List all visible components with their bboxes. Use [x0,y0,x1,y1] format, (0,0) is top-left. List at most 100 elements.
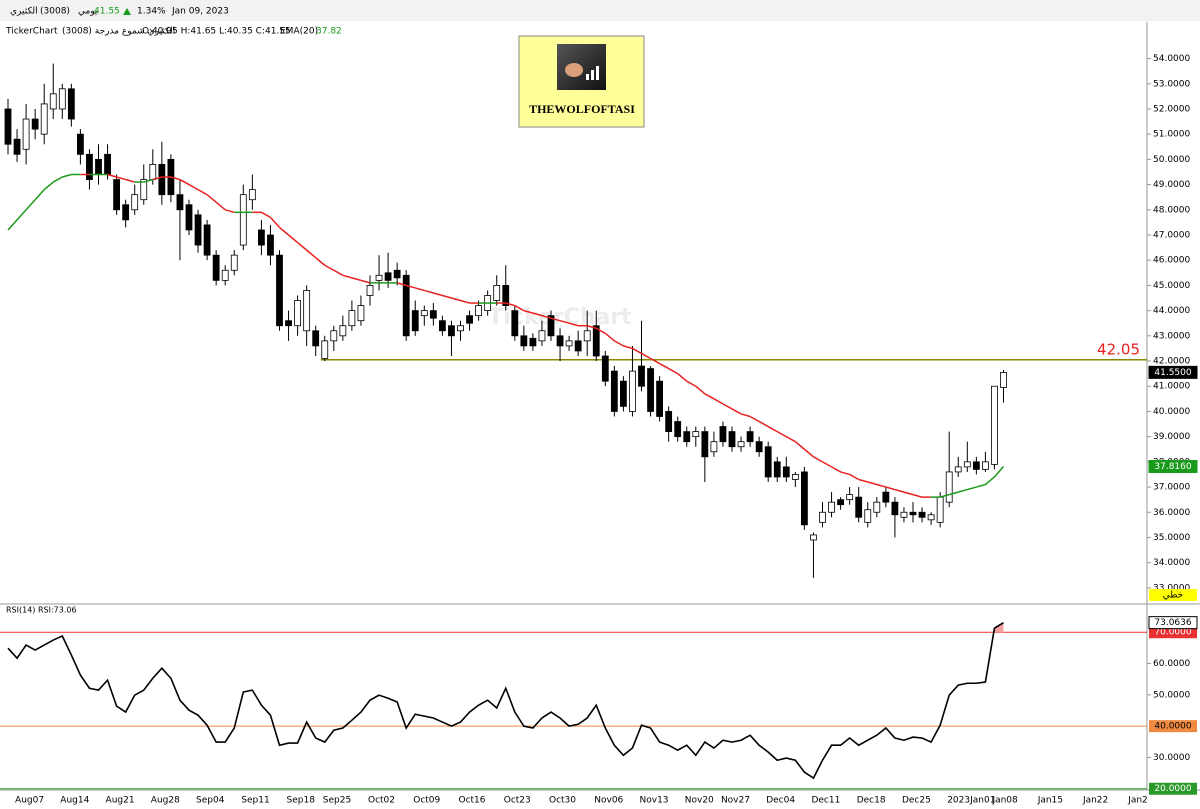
candle-body [176,194,184,211]
ema-line [541,314,552,319]
ema-line [224,209,235,214]
x-tick-label: Nov06 [594,796,623,806]
candle-body [918,511,926,518]
ema-line [215,201,226,211]
source: TickerChart [5,27,58,37]
ema-line [650,357,660,365]
ema-line [586,325,597,329]
axes: 33.000034.000035.000036.000037.000038.00… [15,54,1198,806]
candle-body [122,204,130,221]
period: يومي [78,7,98,17]
ema-line [532,312,543,317]
logo-bars [586,66,599,80]
ema-line [704,393,715,400]
ema-line [405,284,416,289]
candle-body [737,441,745,448]
candle-body [420,310,428,317]
candle-body [782,466,790,478]
ema-line [758,420,769,428]
candle-body [828,501,835,513]
date: Jan 09, 2023 [171,7,229,17]
candle-body [104,153,111,175]
candle-body [945,471,953,503]
candle-body [728,431,736,448]
rsi-title: RSI(14) RSI:73.06 [6,606,77,615]
candle-body [891,501,899,516]
x-tick-label: Jan08 [991,796,1018,806]
x-tick-label: Jan15 [1037,796,1063,806]
ema-line [794,441,805,450]
candle-body [429,310,437,319]
candle-body [402,274,410,337]
ema-line [170,176,181,181]
y-tick-label: 36.0000 [1153,508,1190,518]
candle-body [113,179,120,211]
ema-line [668,367,679,375]
x-tick-label: Sep25 [323,796,351,806]
x-tick-label: Nov13 [640,796,669,806]
ema-line [695,385,706,395]
x-tick-label: Nov27 [721,796,750,806]
ema-line [396,282,407,287]
y-tick-label: 53.0000 [1153,79,1190,89]
ema-line [595,327,606,334]
ema-line [958,488,968,493]
change: 1.34% [137,7,166,17]
ema-line [858,478,868,483]
candle-body [31,118,39,130]
y-tick-label: 50.0000 [1153,690,1190,700]
candle-body [773,461,781,478]
candle-body [86,153,93,180]
ema-line [976,483,986,488]
candle-body [927,514,935,521]
mode-label: خطي [1163,591,1183,601]
candle-body [131,194,139,211]
y-tick-label: 46.0000 [1153,256,1190,266]
price-tag [1148,459,1198,473]
candle-body [357,305,365,322]
candle-body [375,274,383,281]
candle-body [221,269,229,281]
rsi-panel [0,621,1147,790]
ema-line [451,297,461,302]
price-tag-label: 41.5500 [1154,368,1191,378]
candle-body [638,365,645,387]
x-tick-label: Dec04 [766,796,795,806]
y-tick-label: 54.0000 [1153,54,1190,64]
ema-line [903,491,914,496]
ema-line [424,289,434,294]
x-tick-label: Jan2 [1127,796,1148,806]
ema-line [550,317,561,322]
x-tick-label: Oct16 [459,796,486,806]
ema-line [967,486,977,491]
level-tag [1149,626,1197,639]
ema-line [523,309,534,314]
price-tag [1148,365,1198,379]
ema-line [948,491,959,496]
candle-body [647,368,654,412]
candle-body [475,305,483,317]
candle-body [158,164,166,196]
x-tick-label: Aug14 [60,796,89,806]
y-tick-label: 39.0000 [1153,432,1190,442]
candle-body [520,335,528,347]
candle-body [294,300,302,327]
candle-body [819,511,826,523]
ema-line [269,216,281,228]
candle-body [438,320,446,332]
ema-line [505,302,516,307]
candle-body [1000,371,1007,388]
ema-line [993,465,1005,478]
ema-line [885,486,896,491]
candle-body [565,340,573,347]
level-label: 42.05 [1097,340,1140,358]
candle-body [212,254,220,281]
y-tick-label: 50.0000 [1153,155,1190,165]
y-tick-label: 47.0000 [1153,230,1190,240]
ema-line [604,332,615,342]
x-tick-label: Aug07 [15,796,44,806]
candle-body [194,214,202,246]
ema-line [831,466,841,473]
ema-line [433,292,443,297]
